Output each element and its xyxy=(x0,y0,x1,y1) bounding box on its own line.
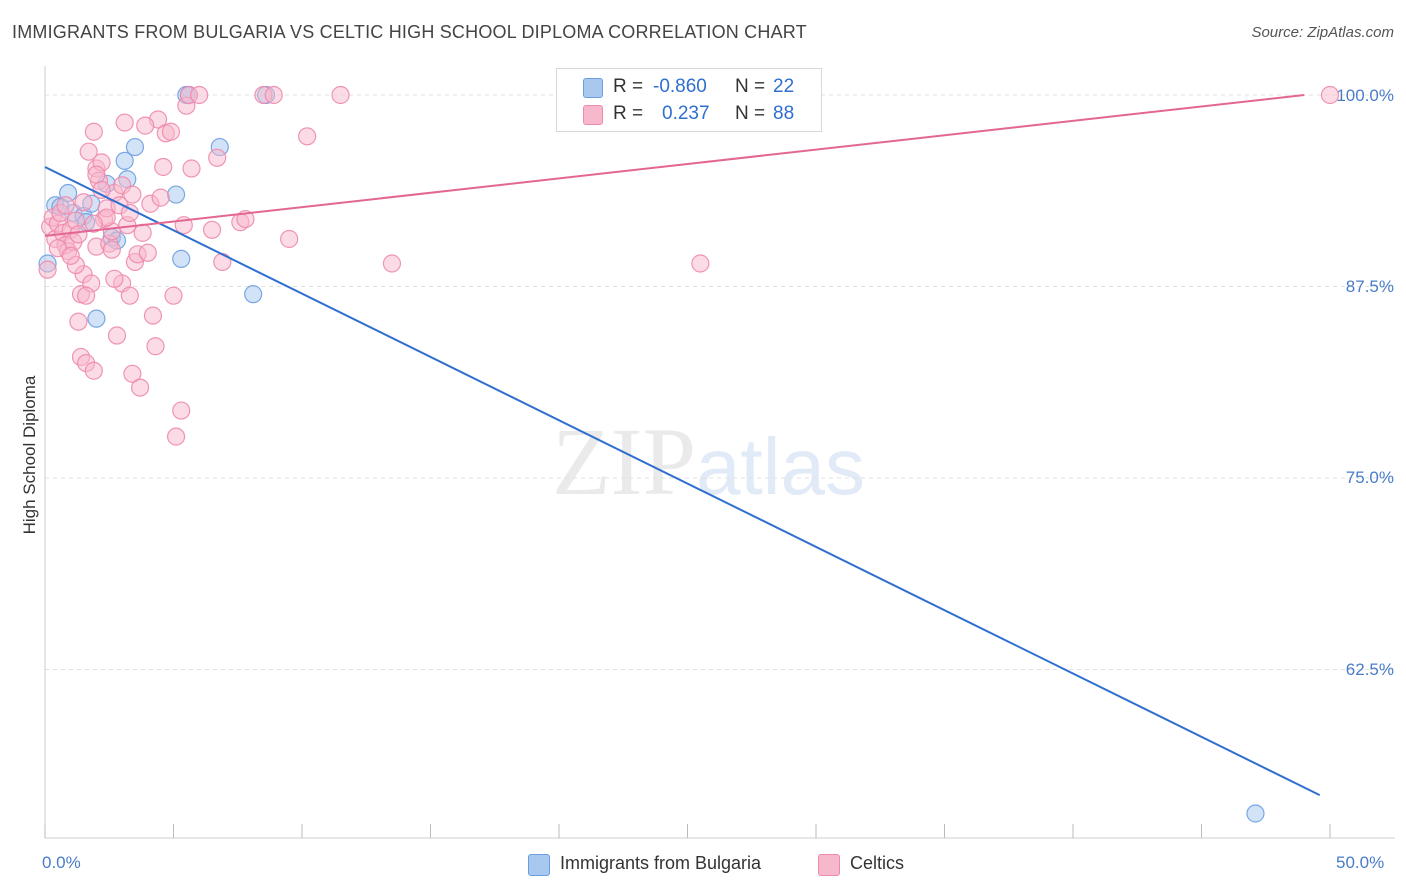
legend-label: Immigrants from Bulgaria xyxy=(560,853,762,873)
bulgaria-point xyxy=(244,285,263,304)
celtics-point xyxy=(298,127,317,146)
celtics-point xyxy=(166,427,186,446)
y-tick-label: 100.0% xyxy=(1336,86,1394,105)
celtics-point xyxy=(182,159,201,178)
celtics-point xyxy=(213,252,232,272)
y-tick-label: 75.0% xyxy=(1345,468,1394,487)
celtics-point xyxy=(102,240,121,259)
celtics-point xyxy=(105,269,124,288)
legend-swatch xyxy=(528,854,550,876)
axes xyxy=(44,66,1395,839)
celtics-point xyxy=(84,214,103,233)
celtics-point xyxy=(164,286,183,305)
celtics-point xyxy=(133,223,152,242)
bulgaria-point xyxy=(1246,804,1265,823)
celtics-point xyxy=(123,364,142,383)
source-credit: Source: ZipAtlas.com xyxy=(1251,24,1394,41)
celtics-point xyxy=(264,85,283,105)
data-points xyxy=(38,85,1340,823)
celtics-point xyxy=(280,229,299,249)
stats-r-label: R = xyxy=(613,103,644,124)
celtics-point xyxy=(130,378,150,397)
celtics-point xyxy=(190,85,209,105)
celtics-point xyxy=(84,122,103,141)
celtics-point xyxy=(69,312,88,331)
stats-box: R = -0.860 N = 22 R = 0.237 N = 88 xyxy=(556,68,822,132)
celtics-point xyxy=(208,148,227,167)
grid-lines xyxy=(45,94,1395,670)
stats-row-celtics: R = 0.237 N = 88 xyxy=(557,101,821,127)
celtics-point xyxy=(1320,85,1340,105)
stats-n-label: N = xyxy=(735,103,766,124)
legend-label: Celtics xyxy=(850,853,905,873)
legend-swatch xyxy=(818,854,840,876)
stats-n-value: 88 xyxy=(773,103,795,124)
bulgaria-trend-line xyxy=(44,166,1321,797)
celtics-point xyxy=(136,116,155,135)
y-tick-label: 62.5% xyxy=(1345,660,1394,679)
celtics-point xyxy=(120,203,139,223)
celtics-point xyxy=(151,188,170,207)
bulgaria-point xyxy=(172,249,191,269)
stats-row-bulgaria: R = -0.860 N = 22 xyxy=(557,74,821,100)
stats-r-label: R = xyxy=(613,76,644,97)
bulgaria-point xyxy=(125,137,145,157)
celtics-point xyxy=(115,113,134,132)
stats-n-label: N = xyxy=(735,76,766,97)
celtics-point xyxy=(79,142,98,161)
celtics-trend-line xyxy=(44,93,1305,237)
celtics-point xyxy=(107,326,127,345)
y-axis-label: High School Diploma xyxy=(20,375,39,535)
celtics-point xyxy=(146,337,165,356)
celtics-point xyxy=(77,286,96,305)
y-tick-label: 87.5% xyxy=(1345,277,1394,296)
celtics-point xyxy=(202,220,222,239)
celtics-point xyxy=(56,196,75,215)
stats-swatch xyxy=(583,105,603,125)
celtics-point xyxy=(84,361,103,380)
trend-lines xyxy=(44,93,1321,797)
celtics-point xyxy=(143,306,163,325)
watermark-zip: ZIP xyxy=(552,408,696,515)
celtics-point xyxy=(120,286,139,305)
celtics-point xyxy=(382,254,402,273)
watermark-atlas: atlas xyxy=(696,422,865,511)
stats-r-value: -0.860 xyxy=(653,76,707,97)
celtics-point xyxy=(38,260,57,279)
x-tick-label: 0.0% xyxy=(42,853,81,872)
celtics-point xyxy=(61,246,80,265)
celtics-point xyxy=(87,165,106,184)
bulgaria-point xyxy=(166,185,186,204)
celtics-point xyxy=(69,225,88,244)
chart-title: IMMIGRANTS FROM BULGARIA VS CELTIC HIGH … xyxy=(12,22,807,42)
celtics-point xyxy=(123,185,142,204)
watermark: ZIPatlas xyxy=(552,406,865,517)
stats-n-value: 22 xyxy=(773,76,795,97)
celtics-point xyxy=(691,254,710,273)
celtics-point xyxy=(331,85,350,105)
bulgaria-point xyxy=(87,309,106,328)
bulgaria-point xyxy=(115,151,134,170)
x-tick-label: 50.0% xyxy=(1336,853,1385,872)
stats-swatch xyxy=(583,78,603,98)
celtics-point xyxy=(138,243,157,262)
celtics-point xyxy=(161,122,181,141)
celtics-point xyxy=(172,401,191,420)
celtics-point xyxy=(154,157,173,177)
stats-r-value: 0.237 xyxy=(662,103,710,124)
celtics-point xyxy=(74,193,93,212)
